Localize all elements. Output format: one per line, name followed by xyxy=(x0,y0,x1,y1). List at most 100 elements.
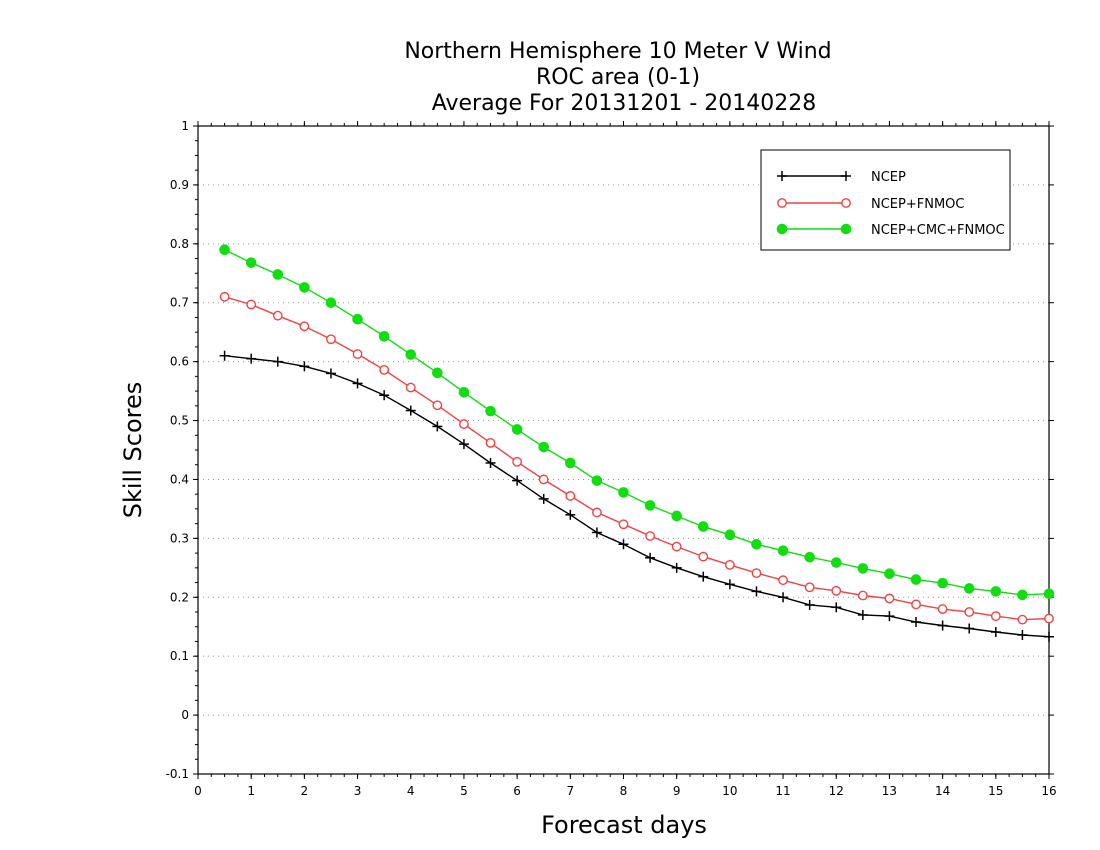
legend-marker xyxy=(777,171,787,181)
data-point xyxy=(671,510,682,522)
x-tick-label: 9 xyxy=(673,784,681,798)
data-point xyxy=(405,382,416,393)
data-point xyxy=(219,350,230,361)
data-point xyxy=(777,545,789,557)
data-point xyxy=(1044,631,1054,642)
y-axis-title: Skill Scores xyxy=(119,382,147,519)
data-point xyxy=(671,562,682,573)
data-point xyxy=(485,405,496,417)
legend-marker xyxy=(840,223,852,235)
data-point xyxy=(1017,614,1028,625)
data-point xyxy=(592,507,602,518)
data-point xyxy=(857,609,868,620)
data-point xyxy=(219,244,230,256)
data-point xyxy=(219,291,230,302)
series-ncep xyxy=(219,350,1054,642)
data-point xyxy=(990,586,1002,597)
data-point xyxy=(565,491,576,501)
y-tick-label: 0.2 xyxy=(170,590,189,604)
y-tick-label: 0.5 xyxy=(170,414,189,428)
data-point xyxy=(538,474,549,485)
title-line-3: Average For 20131201 - 20140228 xyxy=(432,91,817,116)
x-tick-label: 8 xyxy=(620,784,628,798)
data-point xyxy=(352,378,363,389)
data-point xyxy=(538,441,550,453)
x-tick-label: 5 xyxy=(460,784,468,798)
data-point xyxy=(326,334,336,345)
x-tick-label: 0 xyxy=(194,784,202,798)
data-point xyxy=(299,361,310,372)
title-line-2: ROC area (0-1) xyxy=(536,65,700,90)
data-point xyxy=(432,400,443,411)
x-tick-label: 13 xyxy=(882,784,897,798)
data-point xyxy=(246,353,257,364)
data-point xyxy=(591,475,603,486)
series-group xyxy=(219,244,1055,642)
axis-ticks: -0.100.10.20.30.40.50.60.70.80.910 1 2 3 4 5 6… xyxy=(166,119,1057,798)
series-line xyxy=(224,355,1050,638)
x-tick-label: 2 xyxy=(301,784,309,798)
x-tick-label: 11 xyxy=(775,784,790,798)
data-point xyxy=(1043,588,1055,600)
data-point xyxy=(964,607,975,617)
legend-marker xyxy=(841,171,851,181)
legend-marker xyxy=(777,198,787,208)
data-point xyxy=(1044,613,1054,624)
data-point xyxy=(272,356,283,367)
data-point xyxy=(778,592,789,603)
data-point xyxy=(618,487,629,498)
data-point xyxy=(458,386,470,398)
x-tick-label: 12 xyxy=(829,784,844,798)
gridlines xyxy=(198,184,1049,716)
data-point xyxy=(618,539,629,550)
data-point xyxy=(884,611,895,622)
data-point xyxy=(565,509,576,520)
x-tick-label: 10 xyxy=(722,784,737,798)
data-point xyxy=(911,599,921,610)
data-point xyxy=(698,551,709,562)
x-tick-label: 14 xyxy=(935,784,950,798)
data-point xyxy=(511,424,523,435)
legend-label: NCEP+CMC+FNMOC xyxy=(871,223,1005,238)
y-tick-label: 0.6 xyxy=(170,355,189,369)
y-tick-label: 0.1 xyxy=(170,649,189,663)
data-point xyxy=(325,297,337,309)
series-line xyxy=(224,296,1050,621)
data-point xyxy=(245,257,257,268)
data-point xyxy=(246,299,257,310)
data-point xyxy=(645,552,656,563)
legend-marker xyxy=(776,223,788,235)
data-point xyxy=(512,456,523,467)
data-point xyxy=(804,551,815,563)
x-tick-label: 15 xyxy=(988,784,1003,798)
x-tick-label: 1 xyxy=(247,784,255,798)
y-tick-label: 0.8 xyxy=(170,237,189,251)
chart-title: Northern Hemisphere 10 Meter V Wind ROC … xyxy=(404,39,831,116)
y-tick-label: 1 xyxy=(181,119,189,133)
data-point xyxy=(272,310,283,321)
x-tick-label: 4 xyxy=(407,784,415,798)
data-point xyxy=(724,559,735,570)
x-axis-title: Forecast days xyxy=(541,811,707,839)
data-point xyxy=(1017,589,1028,601)
legend-item: NCEP+FNMOC xyxy=(777,197,964,212)
data-point xyxy=(379,364,390,375)
data-point xyxy=(485,438,496,448)
data-point xyxy=(884,593,895,604)
data-point xyxy=(937,620,948,631)
y-tick-label: 0 xyxy=(181,708,189,722)
data-point xyxy=(379,390,390,401)
data-point xyxy=(644,500,656,511)
legend-box xyxy=(760,149,1011,251)
data-point xyxy=(911,617,922,628)
data-point xyxy=(538,493,549,504)
data-point xyxy=(937,604,948,614)
data-point xyxy=(352,313,363,325)
data-point xyxy=(432,421,443,432)
data-point xyxy=(299,282,310,293)
title-line-1: Northern Hemisphere 10 Meter V Wind xyxy=(404,39,831,64)
series-ncep-fnmoc xyxy=(219,291,1054,625)
data-point xyxy=(1017,629,1028,640)
data-point xyxy=(778,575,788,586)
